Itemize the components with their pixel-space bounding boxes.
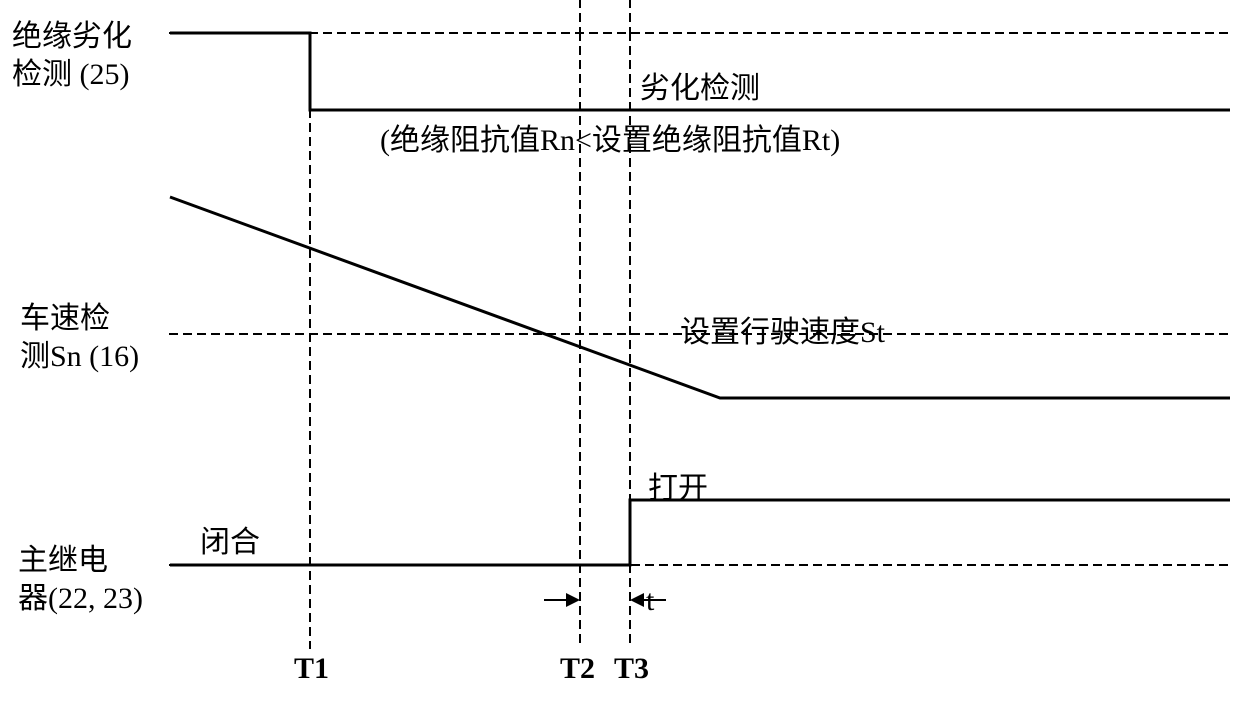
row3-closed-label: 闭合: [200, 524, 260, 562]
row3-title: 主继电 器(22, 23): [18, 542, 143, 617]
row1-note-label: (绝缘阻抗值Rn<设置绝缘阻抗值Rt): [380, 122, 840, 160]
row1-title: 绝缘劣化 检测 (25): [12, 18, 132, 93]
timing-diagram: 绝缘劣化 检测 (25) 劣化检测 (绝缘阻抗值Rn<设置绝缘阻抗值Rt) 车速…: [0, 0, 1240, 708]
row2-title: 车速检 测Sn (16): [20, 300, 139, 375]
t3-label: T3: [614, 650, 649, 688]
t1-label: T1: [294, 650, 329, 688]
row3-open-label: 打开: [648, 470, 708, 508]
t2-label: T2: [560, 650, 595, 688]
row1-state-label: 劣化检测: [640, 70, 760, 108]
row2-threshold-label: 设置行驶速度St: [680, 314, 885, 352]
timing-svg: [0, 0, 1240, 708]
t-interval-label: t: [646, 582, 654, 620]
